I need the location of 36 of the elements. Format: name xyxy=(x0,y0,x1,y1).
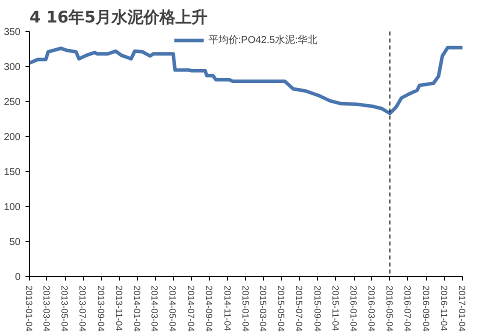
x-tick-label: 2015-05-04 xyxy=(276,286,286,332)
x-tick-label: 2017-01-04 xyxy=(457,286,467,332)
x-tick-label: 2016-09-04 xyxy=(420,286,431,332)
y-tick-label: 150 xyxy=(4,167,21,178)
x-tick-label: 2015-03-04 xyxy=(258,286,268,332)
x-tick-label: 2013-07-04 xyxy=(78,286,88,332)
x-tick-label: 2016-07-04 xyxy=(402,286,412,332)
y-tick-label: 0 xyxy=(14,272,21,283)
x-tick-label: 2016-03-04 xyxy=(366,286,376,332)
x-tick-label: 2013-03-04 xyxy=(41,286,52,332)
x-tick-label: 2013-11-04 xyxy=(114,286,124,331)
x-tick-label: 2014-07-04 xyxy=(186,286,196,332)
x-tick-label: 2013-01-04 xyxy=(24,286,34,332)
x-tick-label: 2014-05-04 xyxy=(168,286,178,332)
x-tick-label: 2016-01-04 xyxy=(348,286,359,332)
x-tick-label: 2014-09-04 xyxy=(204,286,214,332)
legend-label: 平均价:PO42.5水泥:华北 xyxy=(208,34,318,47)
y-tick-label: 250 xyxy=(4,97,21,108)
line-series xyxy=(30,46,462,116)
y-tick-label: 50 xyxy=(9,237,21,248)
x-tick-label: 2015-09-04 xyxy=(312,286,322,332)
x-tick-label: 2015-11-04 xyxy=(330,286,340,331)
y-tick-label: 350 xyxy=(4,27,21,38)
chart-title: 4 16年5月水泥价格上升 xyxy=(30,8,208,26)
y-tick-label: 100 xyxy=(4,202,21,213)
x-tick-label: 2014-11-04 xyxy=(222,286,232,331)
y-tick-label: 300 xyxy=(4,62,21,73)
x-tick-label: 2016-05-04 xyxy=(384,286,394,332)
x-tick-label: 2014-01-04 xyxy=(132,286,142,332)
y-tick-label: 200 xyxy=(4,132,21,143)
x-tick-label: 2016-11-04 xyxy=(438,286,449,331)
x-tick-label: 2013-05-04 xyxy=(60,286,70,332)
x-tick-label: 2015-01-04 xyxy=(240,286,250,332)
x-tick-label: 2014-03-04 xyxy=(150,286,160,332)
x-tick-label: 2015-07-04 xyxy=(294,286,304,332)
x-tick-label: 2013-09-04 xyxy=(96,286,106,332)
